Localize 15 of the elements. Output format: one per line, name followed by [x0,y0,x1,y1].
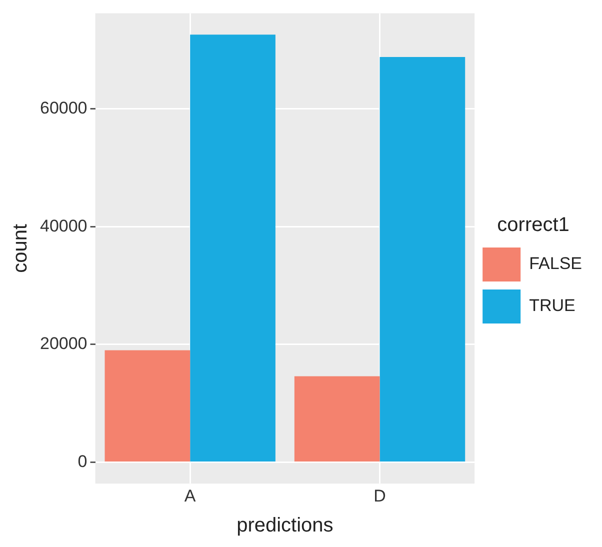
bar [380,56,466,462]
x-tick-label: A [184,486,196,506]
x-tick-label: D [374,486,386,506]
y-tick-label: 60000 [40,98,88,118]
legend-title: correct1 [497,214,570,236]
legend-label: FALSE [529,254,582,274]
y-tick-label: 0 [78,452,88,471]
bar [294,376,380,462]
y-axis-title: count [10,224,32,273]
x-axis-title: predictions [236,514,334,537]
legend-label: TRUE [529,296,576,316]
bar [190,34,276,462]
y-tick-label: 20000 [40,334,88,354]
y-tick-label: 40000 [40,216,88,236]
bar [104,350,190,462]
